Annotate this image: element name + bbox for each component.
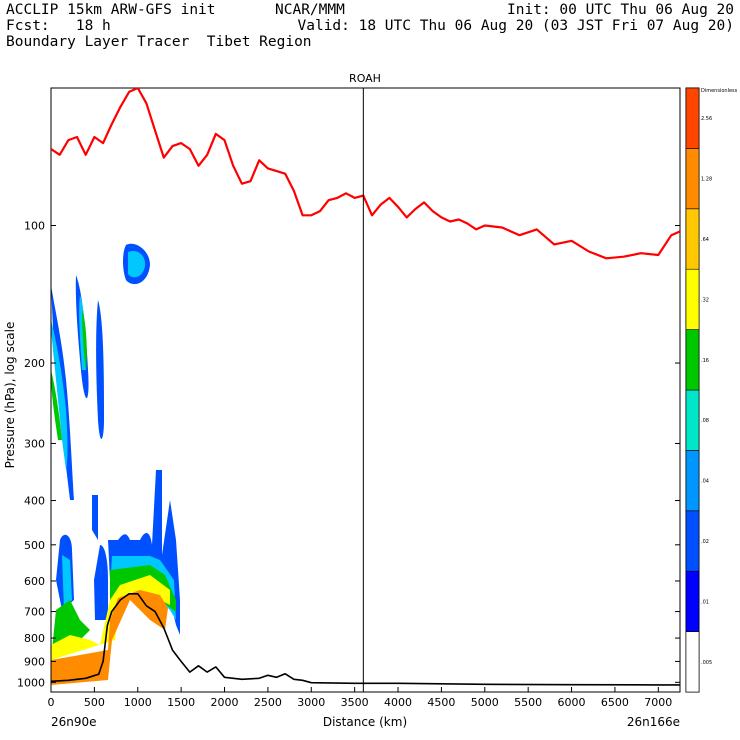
y-axis-label: Pressure (hPa), log scale <box>3 322 17 469</box>
y-tick-label: 700 <box>24 606 45 619</box>
colorbar-swatch <box>685 389 700 451</box>
header-init-time: Init: 00 UTC Thu 06 Aug 20 <box>507 2 734 18</box>
x-tick-label: 2000 <box>211 696 239 709</box>
colorbar-level-label: .64 <box>701 237 709 243</box>
chart-title: ROAH <box>349 72 381 85</box>
x-tick-label: 500 <box>84 696 105 709</box>
colorbar-swatch <box>685 87 700 149</box>
colorbar-swatch <box>685 208 700 270</box>
x-tick-label: 3000 <box>297 696 325 709</box>
colorbar-level-label: .16 <box>701 358 709 364</box>
start-point-label: 26n90e <box>51 715 97 729</box>
y-tick-label: 1000 <box>17 676 45 689</box>
x-tick-label: 5500 <box>514 696 542 709</box>
colorbar-swatch <box>685 510 700 572</box>
x-axis-label: Distance (km) <box>323 715 407 729</box>
x-tick-label: 6000 <box>558 696 586 709</box>
colorbar-level-label: .01 <box>701 599 709 605</box>
y-tick-label: 100 <box>24 220 45 233</box>
plot-frame <box>50 87 681 693</box>
x-tick-label: 7000 <box>644 696 672 709</box>
colorbar-level-label: .32 <box>701 297 709 303</box>
header-run-title: ACCLIP 15km ARW-GFS init <box>6 2 216 18</box>
colorbar-level-label: 2.56 <box>701 116 712 122</box>
colorbar-level-label: .005 <box>701 660 712 666</box>
tropopause-line <box>51 88 680 260</box>
header-field-name: Boundary Layer Tracer Tibet Region <box>6 34 312 50</box>
colorbar-level-label: .02 <box>701 539 709 545</box>
x-tick-label: 0 <box>48 696 55 709</box>
y-tick-label: 900 <box>24 655 45 668</box>
y-tick-label: 500 <box>24 539 45 552</box>
colorbar-unit-label: Dimensionless <box>701 88 738 94</box>
x-tick-label: 5000 <box>471 696 499 709</box>
header-valid-time: Valid: 18 UTC Thu 06 Aug 20 (03 JST Fri … <box>297 18 735 34</box>
colorbar-swatch <box>685 148 700 210</box>
tracer-band-orange <box>51 590 168 685</box>
x-tick-label: 1000 <box>124 696 152 709</box>
colorbar-swatch <box>685 631 700 693</box>
tracer-shading <box>51 243 180 685</box>
x-tick-label: 6500 <box>601 696 629 709</box>
colorbar-swatch <box>685 450 700 512</box>
colorbar-swatch <box>685 570 700 632</box>
y-tick-label: 400 <box>24 495 45 508</box>
header-forecast-hour: Fcst: 18 h <box>6 18 111 34</box>
y-tick-label: 800 <box>24 632 45 645</box>
x-tick-label: 2500 <box>254 696 282 709</box>
x-tick-label: 4500 <box>427 696 455 709</box>
y-tick-label: 300 <box>24 437 45 450</box>
x-tick-label: 3500 <box>341 696 369 709</box>
colorbar-level-label: .08 <box>701 418 709 424</box>
y-tick-label: 200 <box>24 357 45 370</box>
x-tick-label: 4000 <box>384 696 412 709</box>
end-point-label: 26n166e <box>627 715 680 729</box>
colorbar-swatch <box>685 268 700 330</box>
y-tick-label: 600 <box>24 575 45 588</box>
colorbar-level-label: .04 <box>701 479 709 485</box>
terrain-line <box>51 593 680 686</box>
x-tick-label: 1500 <box>167 696 195 709</box>
colorbar-level-label: 1.28 <box>701 177 712 183</box>
colorbar-swatch <box>685 329 700 391</box>
header-model: NCAR/MMM <box>275 2 345 18</box>
